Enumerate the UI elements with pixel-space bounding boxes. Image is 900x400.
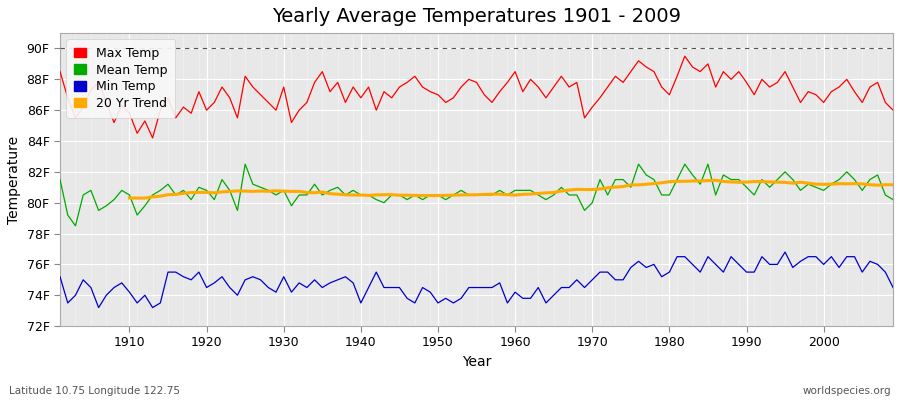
Text: Latitude 10.75 Longitude 122.75: Latitude 10.75 Longitude 122.75	[9, 386, 180, 396]
Legend: Max Temp, Mean Temp, Min Temp, 20 Yr Trend: Max Temp, Mean Temp, Min Temp, 20 Yr Tre…	[67, 39, 176, 118]
X-axis label: Year: Year	[462, 355, 491, 369]
Y-axis label: Temperature: Temperature	[7, 136, 21, 224]
Title: Yearly Average Temperatures 1901 - 2009: Yearly Average Temperatures 1901 - 2009	[272, 7, 681, 26]
Text: worldspecies.org: worldspecies.org	[803, 386, 891, 396]
